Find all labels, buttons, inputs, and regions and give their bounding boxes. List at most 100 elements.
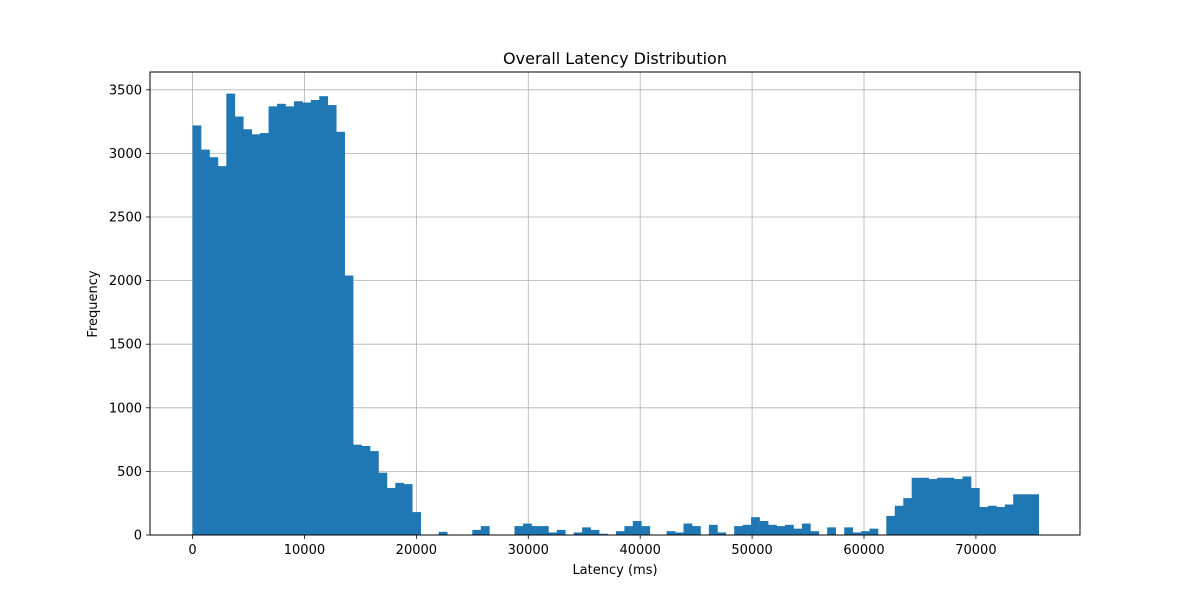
histogram-bar (226, 93, 236, 535)
plot-frame (149, 71, 1081, 536)
x-tick-label: 0 (188, 543, 196, 558)
histogram-bar (928, 479, 938, 535)
histogram-bar (344, 275, 354, 535)
y-tick-label: 500 (117, 465, 142, 480)
histogram-bar (539, 526, 549, 535)
y-tick-label: 0 (134, 529, 142, 544)
x-tick-label: 60000 (843, 543, 884, 558)
axis-ticks: 0 10000 20000 30000 40000 50000 60000 70000 0 500… (109, 83, 997, 558)
histogram-bar (810, 531, 820, 535)
histogram-bar (953, 479, 963, 535)
histogram-bar (523, 523, 532, 535)
histogram-bar (776, 526, 786, 535)
histogram-bar (683, 523, 693, 535)
histogram-bar (319, 96, 329, 536)
histogram-bar (472, 529, 482, 535)
histogram-bar (962, 476, 972, 535)
histogram-bar (277, 103, 286, 536)
histogram-bar (937, 477, 946, 535)
histogram-bar (293, 101, 303, 535)
histogram-bar (438, 531, 448, 535)
y-tick-label: 3000 (109, 147, 142, 162)
histogram-bar (556, 529, 566, 535)
histogram-bar (598, 533, 608, 535)
histogram-bar (911, 477, 921, 535)
histogram-bar (302, 102, 312, 536)
histogram-bar (260, 133, 269, 536)
histogram-bar (1021, 494, 1031, 535)
histogram-bar (624, 526, 634, 535)
histogram-bar (827, 527, 836, 535)
histogram-bar (403, 484, 413, 535)
x-axis-title: Latency (ms) (572, 563, 657, 578)
histogram-bar (970, 487, 980, 535)
x-tick-label: 70000 (955, 543, 996, 558)
histogram-bars (192, 93, 1039, 536)
x-tick-label: 30000 (508, 543, 549, 558)
y-tick-label: 3500 (109, 83, 142, 98)
histogram-bar (336, 131, 345, 536)
histogram-bar (734, 526, 743, 535)
histogram-bar (869, 528, 879, 535)
x-tick-label: 40000 (620, 543, 661, 558)
histogram-bar (361, 445, 371, 535)
histogram-bar (217, 166, 227, 535)
histogram-bar (675, 532, 684, 535)
histogram-bar (234, 116, 244, 536)
histogram-bar (691, 526, 701, 535)
histogram-bar (751, 517, 760, 535)
histogram-bar (801, 523, 811, 535)
histogram-bar (1030, 494, 1039, 535)
y-tick-label: 2500 (109, 211, 142, 226)
histogram-bar (784, 524, 794, 535)
histogram-bar (582, 527, 591, 535)
histogram-bar (903, 498, 913, 535)
histogram-bar (852, 532, 862, 535)
histogram-bar (666, 531, 676, 535)
histogram-bar (369, 451, 379, 535)
histogram-bar (920, 477, 929, 535)
histogram-bar (353, 444, 362, 535)
histogram-bar (386, 487, 396, 535)
y-axis-title: Frequency (86, 270, 101, 337)
histogram-bar (987, 505, 997, 535)
histogram-bar (243, 129, 253, 535)
histogram-bar (395, 482, 405, 535)
histogram-bar (717, 532, 727, 535)
chart-title: Overall Latency Distribution (503, 49, 727, 68)
y-tick-label: 1000 (109, 401, 142, 416)
histogram-bar (632, 521, 642, 535)
histogram-bar (480, 526, 490, 535)
histogram-bar (615, 531, 625, 535)
histogram-bar (251, 134, 261, 536)
histogram-bar (310, 99, 320, 535)
histogram-bar (192, 125, 202, 535)
histogram-bar (861, 531, 870, 535)
histogram-bar (412, 512, 422, 535)
histogram-bar (285, 106, 295, 535)
histogram-bar (1013, 494, 1022, 535)
histogram-bar (767, 524, 777, 535)
histogram-bar (979, 507, 989, 535)
histogram-bar (209, 157, 219, 535)
x-tick-label: 20000 (396, 543, 437, 558)
histogram-bar (996, 507, 1006, 535)
histogram-bar (200, 149, 210, 536)
histogram-bar (886, 515, 896, 535)
x-tick-label: 50000 (731, 543, 772, 558)
y-tick-label: 2000 (109, 274, 142, 289)
x-tick-label: 10000 (284, 543, 325, 558)
y-tick-label: 1500 (109, 338, 142, 353)
histogram-bar (708, 524, 718, 535)
histogram-bar (327, 105, 337, 536)
histogram-bar (844, 527, 853, 535)
histogram-bar (759, 521, 769, 535)
histogram-bar (945, 477, 955, 535)
histogram-bar (378, 472, 388, 535)
histogram-bar (641, 526, 651, 535)
histogram-bar (531, 526, 541, 535)
histogram-bar (573, 532, 583, 535)
histogram-bar (548, 532, 558, 535)
histogram-bar (793, 528, 803, 535)
